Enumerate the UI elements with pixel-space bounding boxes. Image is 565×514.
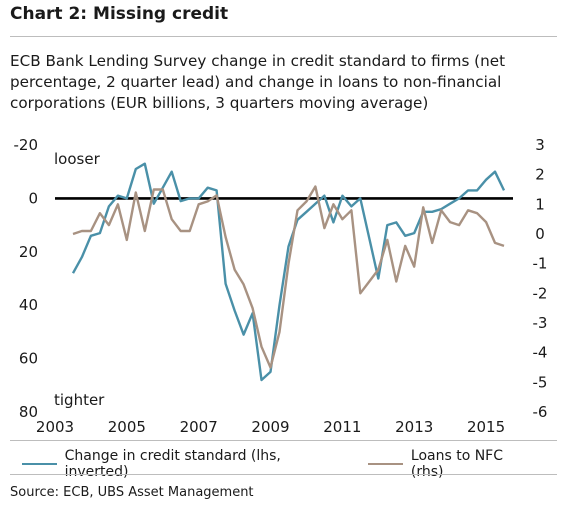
- right-tick-label: -4: [533, 344, 548, 362]
- legend: Change in credit standard (lhs, inverted…: [22, 448, 565, 480]
- x-tick-label: 2015: [467, 418, 505, 436]
- left-tick-label: -20: [14, 136, 39, 154]
- legend-swatch-credit-standard: [22, 463, 57, 465]
- series-line-credit-standard: [71, 162, 506, 382]
- right-axis-ticks: 3 2 1 0 -1 -2 -3 -4 -5 -6: [533, 136, 548, 421]
- annotation-tighter: tighter: [54, 391, 105, 409]
- legend-label-credit-standard: Change in credit standard (lhs, inverted…: [64, 448, 281, 480]
- right-tick-label: -2: [533, 284, 548, 302]
- chart-subtitle: ECB Bank Lending Survey change in credit…: [10, 52, 506, 112]
- x-tick-label: 2009: [251, 418, 289, 436]
- x-tick-label: 2011: [323, 418, 361, 436]
- x-axis-ticks: 2003 2005 2007 2009 2011 2013 2015: [36, 418, 505, 436]
- right-tick-label: 3: [535, 136, 545, 154]
- x-tick-label: 2005: [108, 418, 146, 436]
- left-tick-label: 40: [19, 296, 38, 314]
- title-rule: [10, 36, 557, 37]
- right-tick-label: -1: [533, 255, 548, 273]
- left-tick-label: 20: [19, 243, 38, 261]
- left-tick-label: 60: [19, 350, 38, 368]
- chart-title: Chart 2: Missing credit: [10, 4, 229, 24]
- left-tick-label: 80: [19, 403, 38, 421]
- series-line-loans-nfc: [72, 185, 505, 369]
- right-tick-label: -3: [533, 314, 548, 332]
- right-tick-label: 0: [535, 225, 545, 243]
- right-tick-label: -6: [533, 403, 548, 421]
- right-tick-label: 2: [535, 166, 545, 184]
- footer-rule: [10, 474, 557, 475]
- x-tick-label: 2013: [395, 418, 433, 436]
- left-axis-ticks: -20 0 20 40 60 80: [14, 136, 39, 421]
- x-tick-label: 2003: [36, 418, 74, 436]
- legend-label-loans: Loans to NFC (rhs): [410, 448, 504, 480]
- left-tick-label: 0: [28, 189, 38, 207]
- source-note: Source: ECB, UBS Asset Management: [10, 485, 254, 500]
- legend-item-loans: Loans to NFC (rhs): [368, 448, 535, 480]
- legend-swatch-loans: [368, 463, 403, 465]
- x-tick-label: 2007: [180, 418, 218, 436]
- legend-rule: [10, 440, 557, 441]
- legend-item-credit-standard: Change in credit standard (lhs, inverted…: [22, 448, 338, 480]
- right-tick-label: 1: [535, 195, 545, 213]
- annotation-looser: looser: [54, 150, 101, 168]
- right-tick-label: -5: [533, 373, 548, 391]
